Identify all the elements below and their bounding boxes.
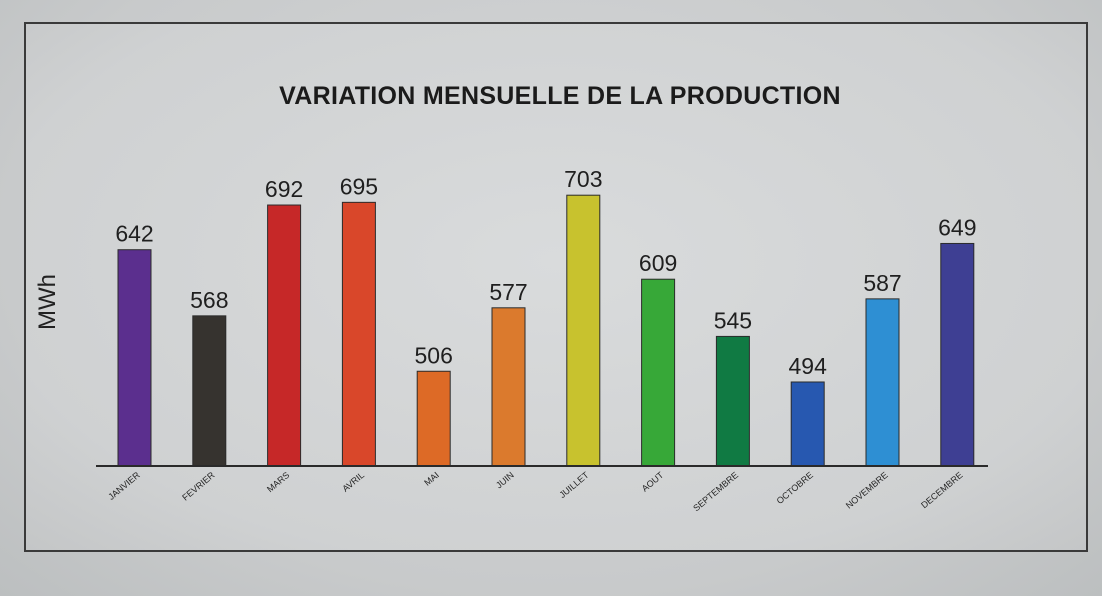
bar-decembre	[940, 242, 975, 467]
bar-juillet	[566, 194, 601, 467]
bar-septembre	[715, 335, 750, 467]
category-label-juillet: JUILLET	[557, 470, 591, 500]
value-label-juin: 577	[489, 279, 527, 305]
value-label-aout: 609	[639, 250, 677, 276]
bar-janvier	[117, 249, 152, 467]
value-label-octobre: 494	[789, 353, 828, 379]
value-label-avril: 695	[340, 173, 378, 199]
bar-avril	[341, 201, 376, 467]
category-label-mai: MAI	[422, 470, 441, 488]
chart-title: VARIATION MENSUELLE DE LA PRODUCTION	[279, 82, 841, 110]
category-label-mars: MARS	[265, 470, 291, 494]
value-label-mars: 692	[265, 176, 303, 202]
bar-novembre	[865, 298, 900, 467]
category-label-janvier: JANVIER	[106, 470, 142, 502]
labels-group: 642 JANVIER 568 FEVRIER 692 MARS 695 AVRIL 506 MA…	[106, 166, 976, 513]
bar-fevrier	[192, 315, 227, 467]
category-label-septembre: SEPTEMBRE	[691, 470, 740, 513]
bar-aout	[641, 278, 676, 467]
value-label-mai: 506	[415, 342, 453, 368]
value-label-decembre: 649	[938, 214, 976, 240]
category-label-juin: JUIN	[494, 470, 516, 491]
value-label-fevrier: 568	[190, 287, 228, 313]
value-label-janvier: 642	[115, 221, 153, 247]
value-label-novembre: 587	[863, 270, 901, 296]
category-label-fevrier: FEVRIER	[180, 470, 217, 503]
category-label-decembre: DECEMBRE	[919, 470, 965, 510]
value-label-septembre: 545	[714, 307, 752, 333]
category-label-aout: AOUT	[640, 470, 666, 494]
category-label-octobre: OCTOBRE	[775, 470, 815, 506]
value-label-juillet: 703	[564, 166, 602, 192]
bar-mai	[416, 370, 451, 467]
bar-mars	[267, 204, 302, 467]
category-label-avril: AVRIL	[340, 470, 366, 494]
category-label-novembre: NOVEMBRE	[844, 470, 890, 511]
bars-group	[117, 194, 975, 467]
bar-juin	[491, 307, 526, 467]
bar-octobre	[790, 381, 825, 467]
